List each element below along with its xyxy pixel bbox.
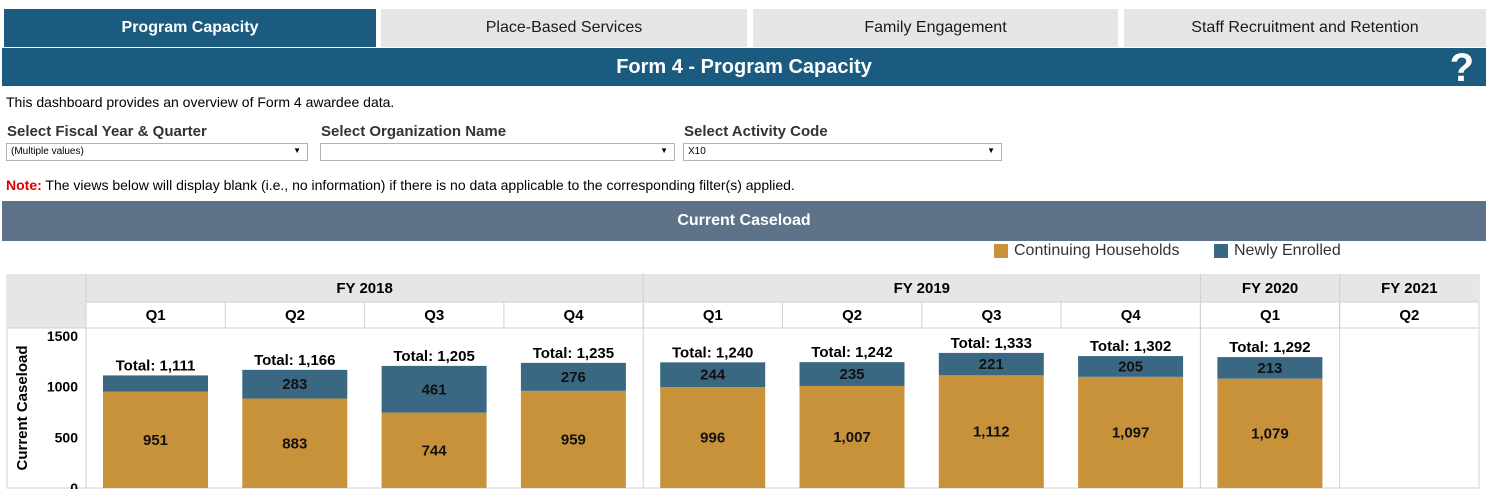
quarter-header: Q1 [1260,307,1280,324]
chart-corner [7,274,86,328]
note-prefix: Note: [6,177,42,193]
bar-label-continuing: 883 [282,435,307,452]
bar-label-newly: 235 [839,366,864,383]
quarter-header: Q2 [1399,307,1419,324]
tab-place-based-services[interactable]: Place-Based Services [381,9,747,47]
tab-staff-recruitment[interactable]: Staff Recruitment and Retention [1124,9,1486,47]
bar-label-newly: 461 [422,381,447,398]
intro-text: This dashboard provides an overview of F… [6,94,395,110]
tab-program-capacity[interactable]: Program Capacity [4,9,376,47]
y-tick-label: 500 [55,429,79,445]
bar-label-newly: 283 [282,376,307,393]
bar-label-continuing: 959 [561,431,586,448]
bar-newly-enrolled [103,375,208,392]
bar-label-continuing: 1,097 [1112,424,1150,441]
quarter-header: Q4 [564,307,585,324]
bar-label-continuing: 1,007 [833,429,871,446]
activity-filter-label: Select Activity Code [684,123,828,140]
bar-continuing [1217,378,1323,488]
chevron-down-icon: ▼ [987,146,995,155]
legend-swatch-continuing [994,244,1008,258]
chevron-down-icon: ▼ [293,146,301,155]
bar-continuing [242,398,348,488]
bar-continuing [938,375,1044,488]
bar-newly-enrolled [938,352,1044,376]
bar-label-newly: 244 [700,367,726,384]
caseload-chart: FY 2018 FY 2019 FY 2020 FY 2021 Q1 Q2 Q3 Q4 Q1 Q2… [6,274,1480,489]
fiscal-year-value: (Multiple values) [11,146,84,157]
quarter-header: Q3 [981,307,1001,324]
quarter-header: Q1 [703,307,723,324]
activity-code-dropdown[interactable]: X10 ▼ [683,143,1002,161]
bar-newly-enrolled [660,362,766,388]
bar-total-label: Total: 1,333 [951,335,1032,352]
bar-label-continuing: 996 [700,430,725,447]
page-title: Form 4 - Program Capacity [616,55,872,78]
bar-continuing [520,390,626,488]
bar-total-label: Total: 1,242 [811,344,892,361]
legend-item-continuing[interactable]: Continuing Households [994,242,1179,260]
bar-total-label: Total: 1,302 [1090,338,1171,355]
bar-label-continuing: 1,112 [973,424,1010,441]
note-body: The views below will display blank (i.e.… [41,177,795,193]
fiscal-year-dropdown[interactable]: (Multiple values) ▼ [6,143,308,161]
bar-newly-enrolled [1217,357,1323,379]
bar-continuing [103,391,208,488]
quarter-header: Q1 [146,307,166,324]
year-header: FY 2020 [1242,280,1298,297]
bar-newly-enrolled [799,362,905,386]
quarter-header: Q2 [285,307,305,324]
bar-total-label: Total: 1,235 [533,345,614,362]
help-icon[interactable]: ? [1449,46,1474,90]
bar-total-label: Total: 1,205 [393,348,474,365]
bar-total-label: Total: 1,111 [116,357,196,374]
y-tick-label: 1000 [47,379,78,395]
year-header: FY 2021 [1381,280,1437,297]
section-header: Current Caseload [2,201,1486,241]
year-header: FY 2018 [336,280,392,297]
organization-dropdown[interactable]: ▼ [320,143,675,161]
bar-label-continuing: 744 [422,442,448,459]
bar-continuing [799,385,905,488]
bar-total-label: Total: 1,240 [672,344,753,361]
bar-total-label: Total: 1,166 [254,352,335,369]
y-axis-label: Current Caseload [14,345,31,470]
bar-newly-enrolled [1078,356,1184,377]
activity-code-value: X10 [688,146,706,157]
bar-continuing [660,387,766,488]
quarter-header: Q4 [1121,307,1142,324]
bar-label-newly: 213 [1257,360,1282,377]
year-header: FY 2019 [894,280,950,297]
bar-continuing [381,412,487,488]
quarter-header: Q3 [424,307,444,324]
bar-label-newly: 276 [561,369,586,386]
bar-total-label: Total: 1,292 [1229,339,1310,356]
legend-label-continuing: Continuing Households [1014,242,1180,259]
legend-item-newly[interactable]: Newly Enrolled [1214,242,1341,260]
year-header-band [86,274,1479,302]
bar-label-newly: 205 [1118,358,1143,375]
fiscal-filter-label: Select Fiscal Year & Quarter [7,123,207,140]
org-filter-label: Select Organization Name [321,123,507,140]
bar-newly-enrolled [242,369,348,399]
bar-label-continuing: 1,079 [1251,425,1289,442]
legend-label-newly: Newly Enrolled [1234,242,1341,259]
bar-continuing [1078,376,1184,488]
quarter-header: Q2 [842,307,862,324]
chevron-down-icon: ▼ [660,146,668,155]
tab-family-engagement[interactable]: Family Engagement [753,9,1118,47]
bar-label-continuing: 951 [143,432,168,449]
y-tick-label: 1500 [47,328,78,344]
legend-swatch-newly [1214,244,1228,258]
note-text: Note: The views below will display blank… [6,177,795,193]
bar-newly-enrolled [381,365,487,413]
bar-newly-enrolled [520,362,626,391]
page-title-banner: Form 4 - Program Capacity ? [2,46,1486,90]
bar-label-newly: 221 [979,356,1004,373]
y-tick-label: 0 [70,480,78,489]
